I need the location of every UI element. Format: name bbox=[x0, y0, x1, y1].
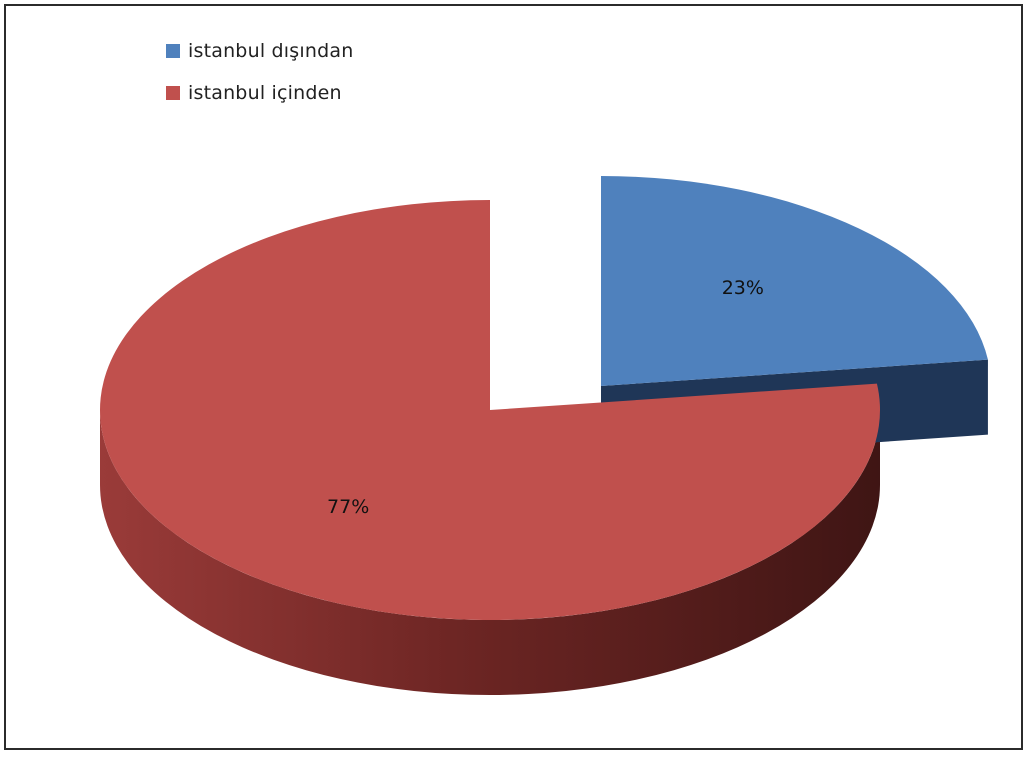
legend-label-inside: istanbul içinden bbox=[188, 82, 342, 104]
legend-swatch-outside bbox=[166, 44, 180, 58]
pie-slice-outside bbox=[601, 176, 988, 386]
pie-slice-inside bbox=[100, 200, 881, 621]
legend-item-inside: istanbul içinden bbox=[166, 78, 353, 108]
data-label-outside: 23% bbox=[722, 277, 764, 299]
data-label-inside: 77% bbox=[327, 496, 369, 518]
legend-swatch-inside bbox=[166, 86, 180, 100]
legend-label-outside: istanbul dışından bbox=[188, 40, 354, 62]
legend: istanbul dışından istanbul içinden bbox=[166, 36, 353, 120]
legend-item-outside: istanbul dışından bbox=[166, 36, 353, 66]
pie-slice-inside-side bbox=[100, 410, 880, 695]
